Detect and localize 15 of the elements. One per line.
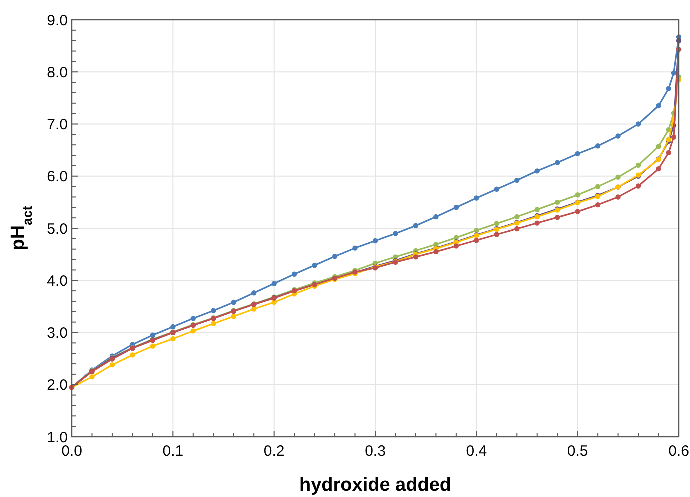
x-tick-label: 0.5 (567, 443, 588, 460)
x-tick-label: 0.2 (264, 443, 285, 460)
y-tick-label: 7.0 (47, 116, 68, 134)
y-tick-label: 9.0 (47, 12, 68, 30)
y-tick-label: 5.0 (47, 220, 68, 238)
x-tick-label: 0.4 (466, 443, 488, 460)
y-tick-label: 6.0 (47, 168, 68, 186)
y-tick-label: 4.0 (47, 272, 68, 290)
y-tick-label: 3.0 (47, 325, 68, 342)
x-tick-label: 0.6 (668, 443, 690, 460)
y-tick-label: 8.0 (47, 64, 68, 82)
y-tick-label: 2.0 (47, 377, 68, 394)
x-axis-title: hydroxide added (299, 475, 452, 496)
x-tick-label: 0.1 (162, 443, 184, 460)
x-tick-label: 0.3 (365, 443, 386, 460)
